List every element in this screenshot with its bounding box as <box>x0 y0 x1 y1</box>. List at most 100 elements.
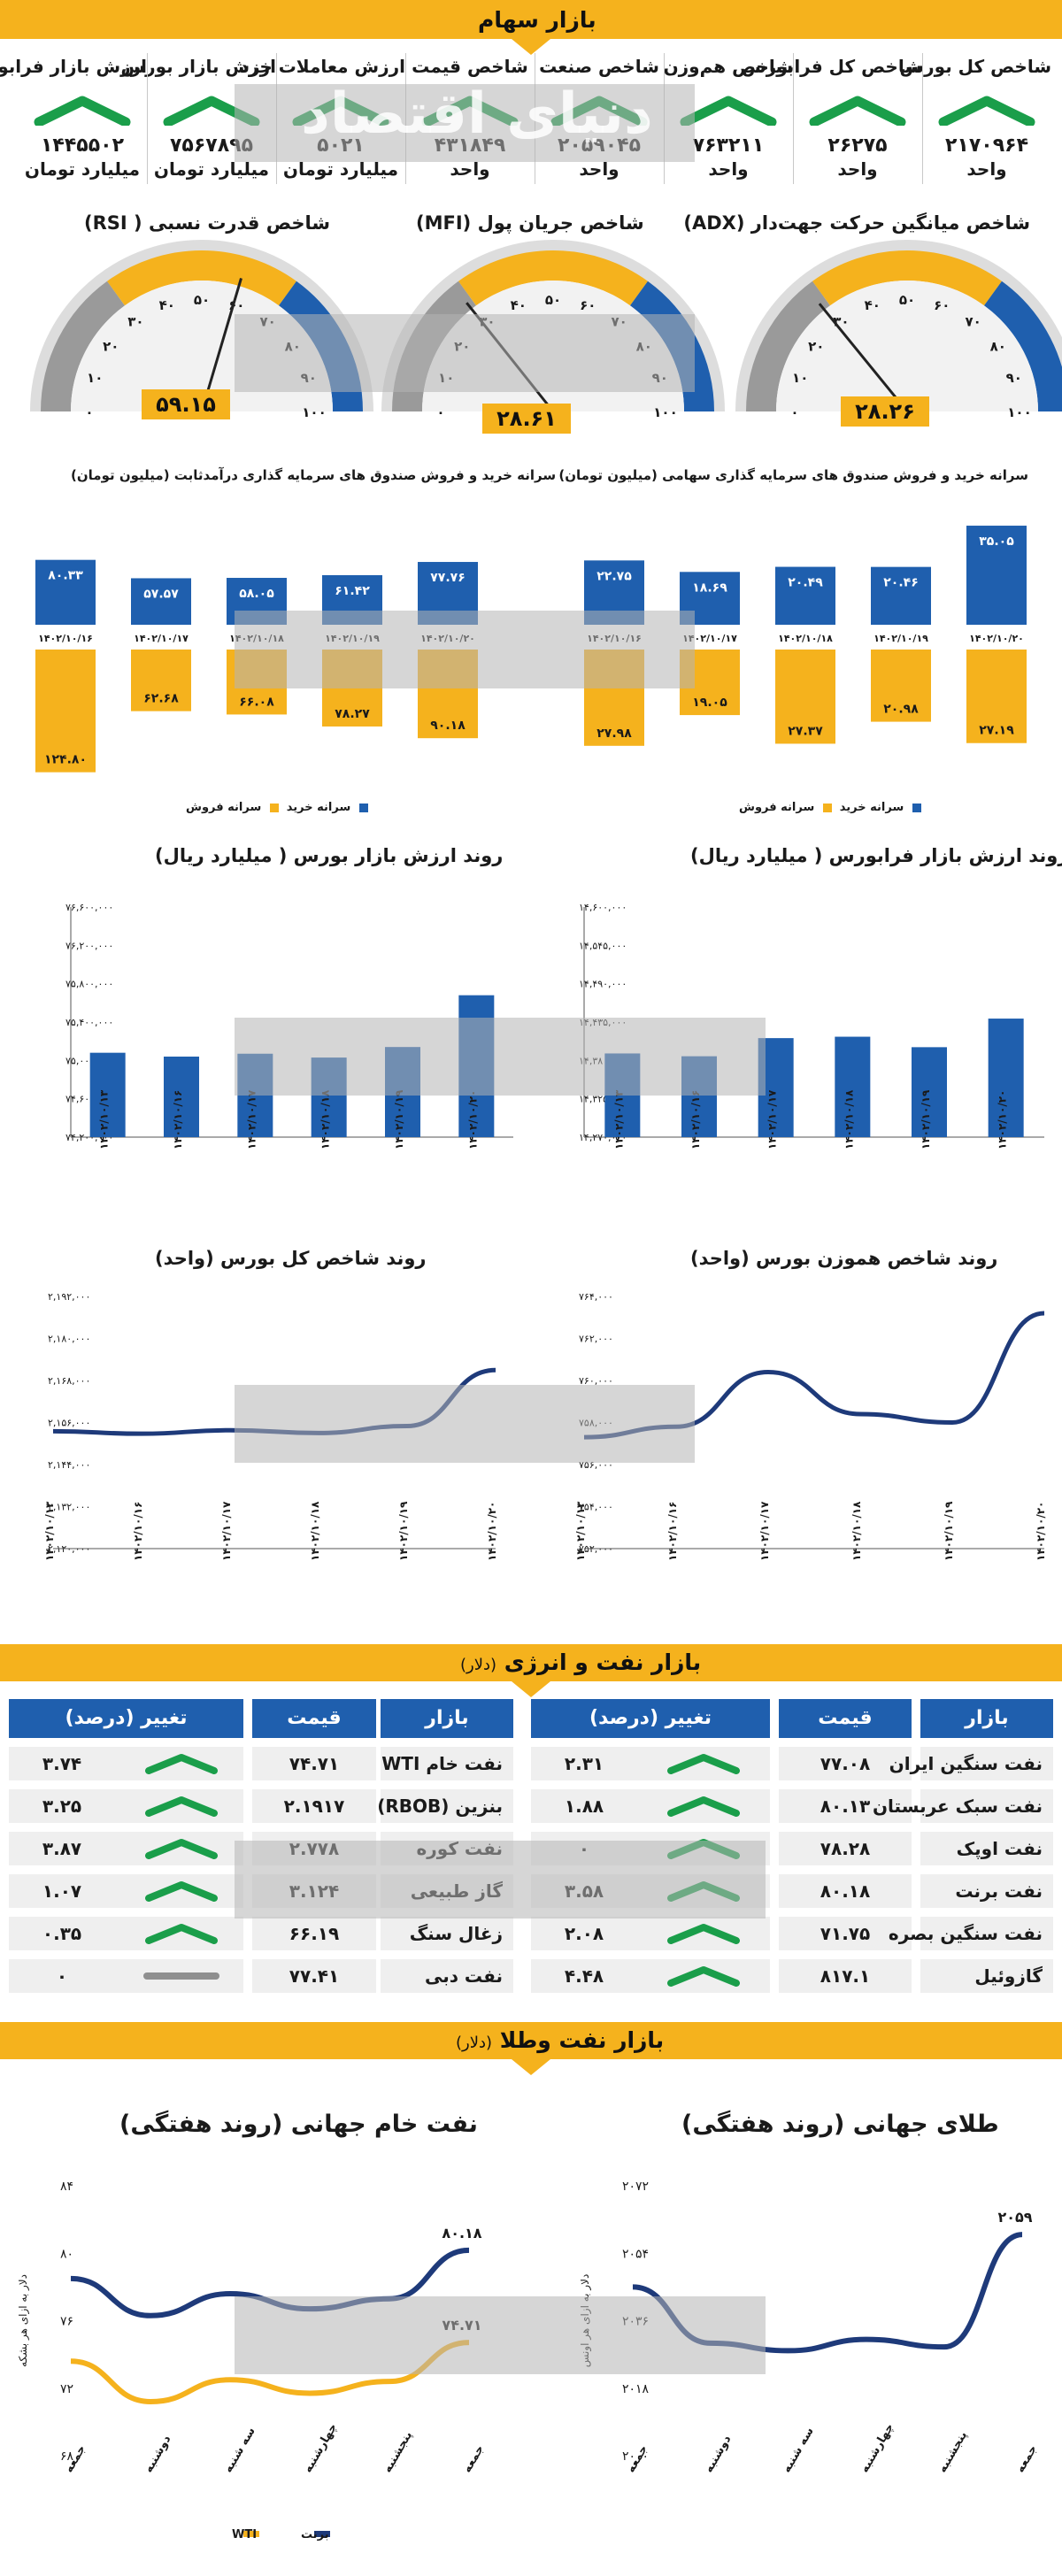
x-tick-label: جمعه <box>1013 2443 1040 2475</box>
energy-section-title: بازار نفت و انرژی (دلار) <box>460 1649 701 1675</box>
market-change: ۳.۲۵ <box>42 1796 82 1817</box>
table-cell-bg <box>779 1832 912 1865</box>
market-name: گازوئیل <box>974 1965 1043 1987</box>
market-change: ۲.۰۸ <box>564 1923 604 1944</box>
gauge-tick-label: ۰ <box>85 404 93 420</box>
x-tick-label: ۱۴۰۲/۱۰/۱۶ <box>689 1090 702 1150</box>
index-value: ۲۶۲۷۵ <box>827 135 888 157</box>
energy-notch <box>512 1681 550 1697</box>
value-bar <box>164 1057 199 1137</box>
y-tick-label: ۷۶,۲۰۰,۰۰۰ <box>65 940 113 951</box>
index-unit: میلیارد تومان <box>153 158 270 180</box>
sell-data-label: ۶۲.۶۸ <box>143 692 179 706</box>
y-tick-label: ۲۰۱۸ <box>622 2382 650 2396</box>
gauge-needle <box>200 278 242 412</box>
trend-up-icon <box>667 1966 740 1987</box>
sell-data-label: ۲۷.۳۷ <box>788 724 823 738</box>
y-tick-label: ۲۰۷۲ <box>622 2180 649 2194</box>
rsi-value-box: ۵۹.۱۵ <box>142 389 230 419</box>
gauge-tick-label: ۱۰۰ <box>302 404 326 420</box>
table-cell-bg <box>920 1789 1053 1823</box>
category-label: ۱۴۰۲/۱۰/۱۹ <box>873 633 928 644</box>
table-cell-bg <box>381 1747 513 1780</box>
index-value: ۱۴۴۵۵۰۲ <box>41 135 124 157</box>
index-unit: واحد <box>708 158 749 180</box>
sell-data-label: ۱۹.۰۵ <box>692 696 727 710</box>
x-tick-label: ۱۴۰۲/۱۰/۱۸ <box>843 1089 855 1150</box>
gauge-tick-label: ۱۰۰ <box>1007 404 1031 420</box>
market-name: نفت سنگین ایران <box>889 1753 1043 1774</box>
gauge-tick-label: ۲۰ <box>103 338 119 354</box>
farabourse-value-title: روند ارزش بازار فرابورس ( میلیارد ریال) <box>690 845 1062 866</box>
x-tick-label: ۱۴۰۲/۱۰/۱۶ <box>666 1502 679 1561</box>
market-name: نفت خام WTI <box>381 1753 503 1774</box>
energy-title-unit: (دلار) <box>460 1656 497 1674</box>
index-name: شاخص کل فرابورس <box>742 56 922 77</box>
x-tick-label: ۱۴۰۲/۱۰/۱۳ <box>43 1501 56 1561</box>
buy-data-label: ۲۰.۴۹ <box>788 576 823 590</box>
x-tick-label: ۱۴۰۲/۱۰/۱۸ <box>309 1501 321 1561</box>
mfi-value-box: ۲۸.۶۱ <box>482 404 571 434</box>
gauge-tick-label: ۶۰ <box>580 297 596 313</box>
buy-data-label: ۱۸.۶۹ <box>692 581 727 595</box>
x-tick-label: پنجشنبه <box>935 2429 970 2475</box>
trend-chevron <box>809 96 906 126</box>
gauge-tick-label: ۰ <box>436 404 444 420</box>
market-price: ۷۷.۴۱ <box>289 1965 340 1987</box>
x-tick-label: جمعه <box>460 2443 487 2475</box>
index-card: شاخص کل فرابورس ۲۶۲۷۵ واحد <box>742 53 922 195</box>
table-cell-bg <box>920 1874 1053 1908</box>
buy-bar <box>131 578 191 625</box>
gauge-tick-label: ۹۰ <box>1006 370 1022 386</box>
x-tick-label: ۱۴۰۲/۱۰/۲۰ <box>997 1090 1009 1150</box>
market-price: ۷۷.۰۸ <box>820 1753 871 1774</box>
y-tick-label: ۷۲ <box>60 2382 73 2396</box>
bourse-value-title: روند ارزش بازار بورس ( میلیارد ریال) <box>155 845 504 866</box>
y-tick-label: ۲,۱۶۸,۰۰۰ <box>48 1375 90 1387</box>
sell-bar <box>871 650 931 722</box>
table-cell-bg <box>920 1747 1053 1780</box>
index-name: شاخص صنعت <box>539 56 659 77</box>
legend-sell-swatch <box>823 803 833 812</box>
table-cell-bg <box>920 1832 1053 1865</box>
date-chip <box>775 627 835 648</box>
sell-bar <box>131 650 191 711</box>
market-price: ۲.۱۹۱۷ <box>283 1796 345 1817</box>
sell-data-label: ۱۲۴.۸۰ <box>44 753 87 767</box>
sell-bar <box>35 650 96 773</box>
no-change-icon <box>143 1972 219 1980</box>
trend-up-icon <box>809 96 906 126</box>
sell-data-label: ۲۰.۹۸ <box>883 703 919 717</box>
oilgold-section-title: بازار نفت وطلا (دلار) <box>456 2027 664 2053</box>
y-tick-label: ۲۰۵۴ <box>622 2247 649 2261</box>
index-name: شاخص قیمت <box>412 56 528 77</box>
trend-chevron <box>667 1754 740 1774</box>
gauge-tick-label: ۴۰ <box>865 297 881 313</box>
trend-chevron <box>667 1966 740 1987</box>
gauge-overbought-band <box>983 281 1062 412</box>
legend-buy-label: سرانه خرید <box>839 801 904 814</box>
sell-bar <box>966 650 1027 743</box>
y-tick-label: ۲,۱۵۶,۰۰۰ <box>48 1418 90 1429</box>
gauge-oversold-band <box>41 281 126 412</box>
watermark-strip <box>235 1018 766 1096</box>
y-tick-label: ۲,۱۳۲,۰۰۰ <box>48 1502 90 1513</box>
buy-bar <box>871 566 931 625</box>
buy-bar <box>775 566 835 625</box>
index-card: شاخص هم‌وزن ۷۶۳۲۱۱ واحد <box>664 53 793 195</box>
market-name: نفت دبی <box>424 1965 503 1987</box>
x-tick-label: ۱۴۰۲/۱۰/۱۳ <box>574 1501 587 1561</box>
index-name: ارزش معاملات خرد <box>239 56 405 77</box>
trend-chevron <box>680 96 777 126</box>
index-name: ارزش بازار بورس <box>120 56 276 77</box>
rsi-gauge-title: شاخص قدرت نسبی ( RSI) <box>84 212 331 234</box>
gauge-tick-label: ۲۰ <box>808 338 824 354</box>
buy-bar <box>966 526 1027 625</box>
y-tick-label: ۱۴,۶۰۰,۰۰۰ <box>579 902 627 913</box>
table-cell-bg <box>531 1747 770 1780</box>
market-name: نفت سنگین بصره <box>888 1923 1043 1944</box>
trend-chevron <box>145 1839 218 1859</box>
legend-brent-label: برنت <box>301 2528 329 2541</box>
index-name: شاخص هم‌وزن <box>663 56 793 77</box>
legend-buy-swatch <box>912 803 922 812</box>
